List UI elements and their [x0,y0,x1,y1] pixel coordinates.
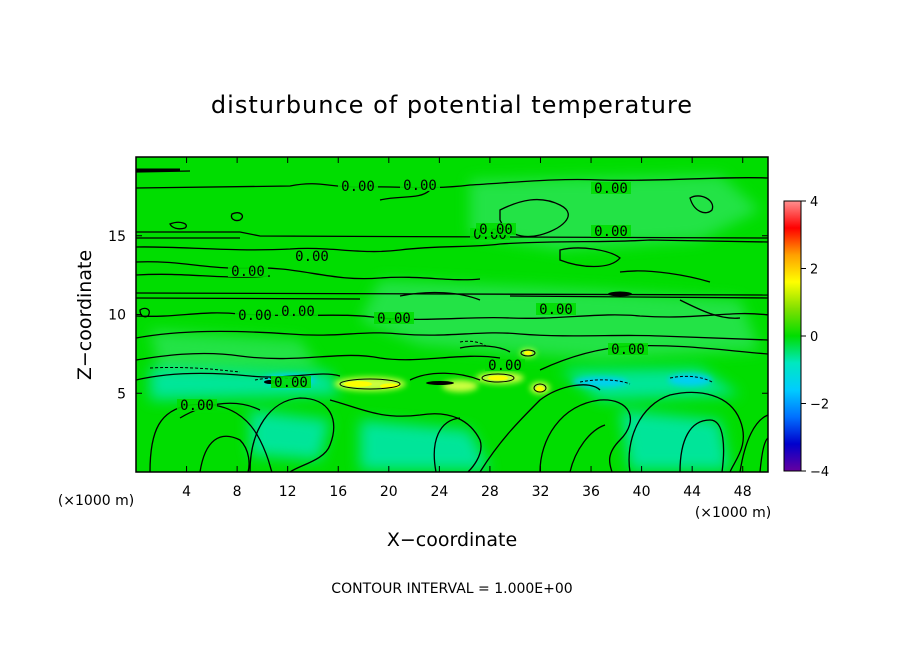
colorbar: 4 2 0 −2 −4 [783,195,829,480]
contour-label: 0.00 [377,311,411,327]
x-tick-label: 28 [481,484,499,500]
contour-label: 0.00 [594,181,628,197]
contour-label-bg [608,343,648,355]
contour-label: 0.00 [594,224,628,240]
colorbar-tick-label: 4 [810,195,818,210]
x-tick-label: 40 [633,484,651,500]
contour-label-bg [271,376,311,388]
contour-label-bg [591,225,631,237]
x-tick-label: 44 [683,484,701,500]
colorbar-tick-label: −4 [810,465,829,480]
color-field [136,168,768,472]
contour-label: 0.00 [274,375,308,391]
contour-label: 0.00 [479,222,513,238]
colorbar-tick-label: −2 [810,398,829,413]
y-tick-label: 5 [117,386,126,402]
contour-label-bg [591,182,631,194]
x-tick-label: 4 [182,484,191,500]
contour-label-bg [374,312,414,324]
y-tick-label: 10 [108,308,126,324]
x-tick-label: 24 [430,484,448,500]
x-tick-label: 8 [233,484,242,500]
contour-label: 0.00 [281,304,315,320]
contour-label-bg [485,359,525,371]
contour-label-bg [177,399,217,411]
plot-area: 0.00 0.00 0.00 0.00 0.00 0.00 0.00 0.00 0.00 0.00… [108,156,769,500]
contour-label-bg [278,305,318,317]
contour-label-bg [338,180,378,192]
y-axis-label: Z−coordinate [74,250,96,380]
y-tick-label: 15 [108,229,126,245]
contour-label: 0.00 [488,358,522,374]
y-axis-ticks: 5 10 15 [108,229,768,402]
contour-label: 0.00 [539,302,573,318]
contour-label: 0.00 [238,308,272,324]
contour-label: 0.00 [180,398,214,414]
x-tick-label: 20 [380,484,398,500]
x-tick-label: 12 [279,484,297,500]
contour-label: 0.00 [231,264,265,280]
contour-label-bg [292,250,332,262]
colorbar-tick-label: 2 [810,263,818,278]
colorbar-ticks: 4 2 0 −2 −4 [801,195,829,480]
x-tick-label: 48 [734,484,752,500]
x-tick-label: 16 [329,484,347,500]
x-tick-label: 32 [532,484,550,500]
contour-label-bg [400,179,440,191]
colorbar-tick-label: 0 [810,330,818,345]
contour-label-bg [476,223,516,235]
z-unit-label: (×1000 m) [58,493,134,509]
contour-label: 0.00 [295,249,329,265]
contour-label-bg [235,309,275,321]
x-axis-ticks: 4 8 12 16 20 24 28 32 36 40 44 48 [182,157,752,500]
contour-interval-note: CONTOUR INTERVAL = 1.000E+00 [331,581,572,597]
x-axis-label: X−coordinate [387,529,517,551]
contour-label: 0.00 [403,178,437,194]
contour-label: 0.00 [341,179,375,195]
contour-lines [136,168,768,472]
chart-title: disturbunce of potential temperature [211,91,693,119]
x-unit-label: (×1000 m) [695,505,771,521]
colorbar-scale [783,200,802,472]
contour-label-bg [536,303,576,315]
contour-label: 0.00 [611,342,645,358]
x-tick-label: 36 [582,484,600,500]
contour-label-bg [228,265,268,277]
contour-labels: 0.00 0.00 0.00 0.00 0.00 0.00 0.00 0.00 0.00 0.00… [177,178,648,414]
